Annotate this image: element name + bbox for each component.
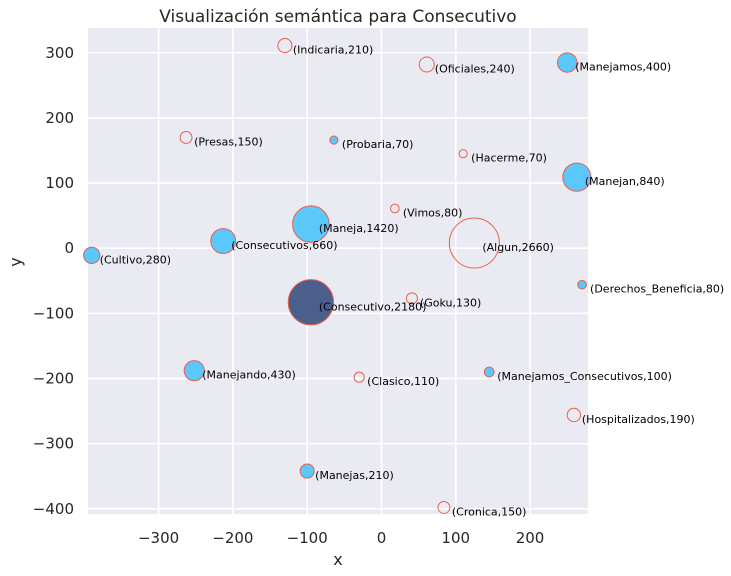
- data-point: [566, 407, 582, 423]
- point-label: (Manejan,840): [585, 175, 665, 188]
- point-label: (Consecutivos,660): [231, 239, 337, 252]
- point-label: (Manejamos,400): [575, 61, 671, 74]
- data-points: [83, 38, 592, 514]
- data-point: [405, 292, 418, 305]
- point-label: (Derechos_Beneficia,80): [590, 283, 724, 296]
- data-point: [448, 217, 500, 269]
- y-tick-label: 200: [45, 109, 74, 127]
- x-tick-label: −200: [212, 529, 253, 547]
- data-point: [329, 135, 339, 145]
- data-point: [183, 360, 205, 382]
- x-tick-label: 200: [516, 529, 545, 547]
- x-tick-label: −100: [287, 529, 328, 547]
- data-point: [83, 246, 101, 264]
- point-label: (Cultivo,280): [100, 253, 171, 266]
- point-label: (Consecutivo,2180): [319, 300, 427, 313]
- y-tick-labels: 300 200 100 0 −100 −200 −300 −400: [33, 44, 74, 518]
- data-point: [556, 52, 578, 73]
- data-point: [577, 279, 587, 290]
- point-label: (Cronica,150): [452, 505, 527, 518]
- plot-area: [88, 28, 588, 514]
- data-point: [210, 228, 237, 254]
- y-tick-label: 300: [45, 44, 74, 62]
- data-point: [418, 56, 435, 73]
- point-label: (Hacerme,70): [471, 152, 547, 165]
- point-label: (Probaria,70): [342, 138, 414, 151]
- data-point: [292, 205, 330, 243]
- point-label: (Manejas,210): [315, 469, 394, 482]
- y-tick-label: 100: [45, 174, 74, 192]
- point-label: (Goku,130): [420, 296, 481, 309]
- x-axis-label: x: [333, 550, 342, 569]
- point-label: (Manejamos_Consecutivos,100): [497, 370, 672, 383]
- data-point: [458, 149, 468, 159]
- x-tick-label: 0: [377, 529, 387, 547]
- chart-title: Visualización semántica para Consecutivo: [159, 7, 516, 27]
- y-tick-label: −200: [33, 369, 74, 387]
- y-tick-label: 0: [64, 239, 74, 257]
- y-tick-label: −100: [33, 304, 74, 322]
- x-tick-label: 100: [441, 529, 470, 547]
- point-label: (Algun,2660): [482, 241, 554, 254]
- point-labels: (Indicaria,210) (Oficiales,240) (Manejamos…: [100, 44, 725, 519]
- data-point: [179, 131, 193, 144]
- data-point: [353, 371, 365, 383]
- point-label: (Indicaria,210): [293, 44, 373, 57]
- data-point: [389, 203, 400, 214]
- y-axis-label: y: [6, 257, 25, 266]
- point-label: (Manejando,430): [202, 369, 296, 382]
- data-point: [299, 463, 315, 479]
- data-point: [483, 366, 495, 378]
- grid-lines: [88, 28, 588, 514]
- x-tick-labels: −300 −200 −100 0 100 200: [138, 529, 544, 547]
- point-label: (Hospitalizados,190): [582, 413, 695, 426]
- y-tick-label: −300: [33, 435, 74, 453]
- point-label: (Presas,150): [194, 135, 263, 148]
- data-point: [437, 501, 451, 514]
- point-label: (Vimos,80): [403, 206, 463, 219]
- x-tick-label: −300: [138, 529, 179, 547]
- point-label: (Maneja,1420): [319, 222, 399, 235]
- data-point: [277, 38, 293, 54]
- data-point: [562, 162, 592, 192]
- point-label: (Clasico,110): [367, 375, 439, 388]
- point-label: (Oficiales,240): [435, 62, 515, 75]
- data-point: [287, 279, 335, 326]
- y-tick-label: −400: [33, 500, 74, 518]
